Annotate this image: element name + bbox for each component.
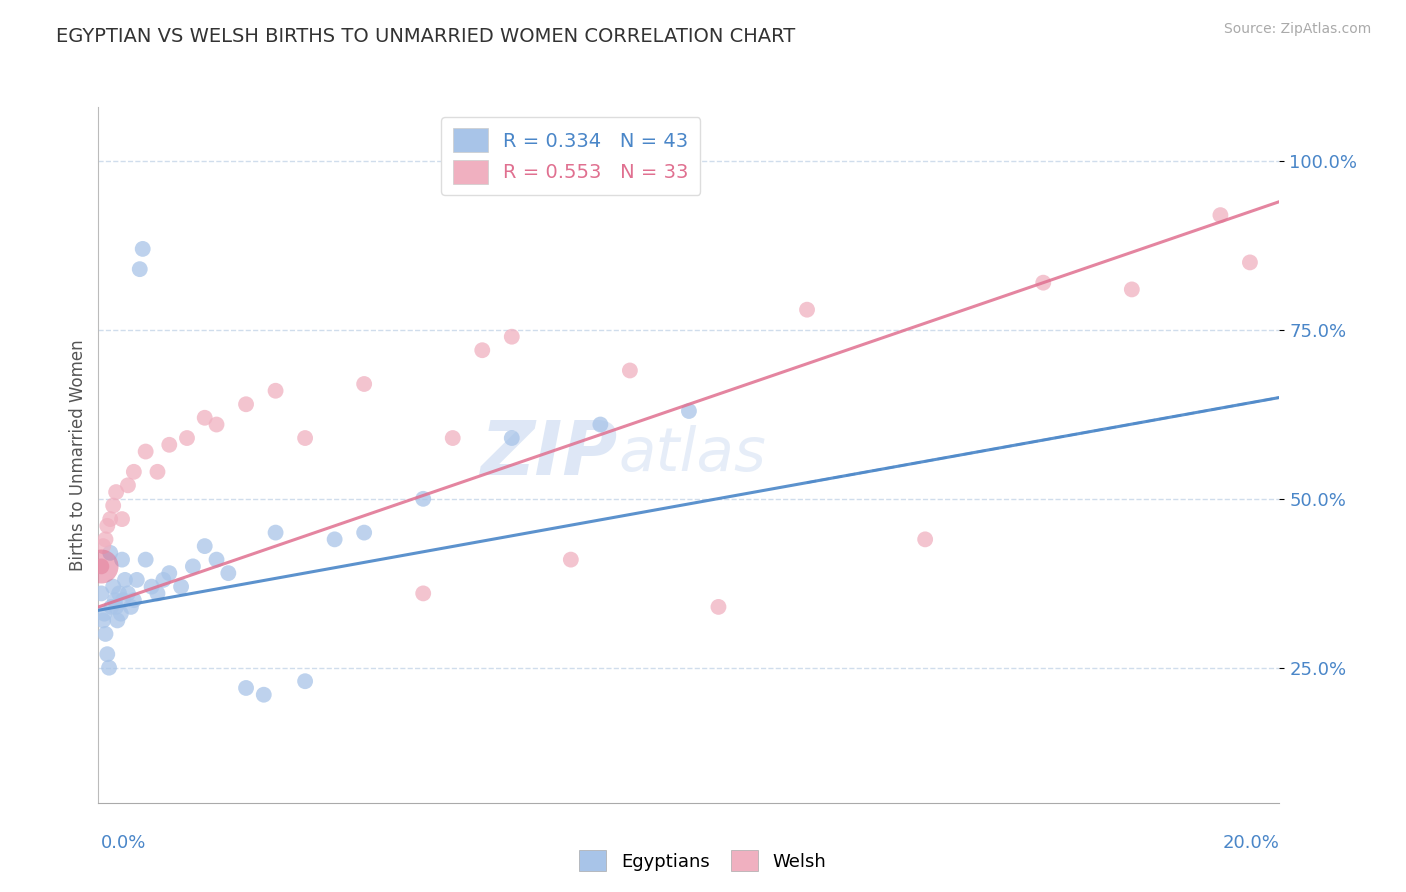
Point <box>235 397 257 411</box>
Point <box>103 499 125 513</box>
Point <box>157 438 180 452</box>
Text: 20.0%: 20.0% <box>1223 834 1279 852</box>
Point <box>111 512 134 526</box>
Point <box>94 533 117 547</box>
Point <box>323 533 346 547</box>
Point <box>141 580 163 594</box>
Point <box>117 478 139 492</box>
Point <box>120 599 142 614</box>
Legend: Egyptians, Welsh: Egyptians, Welsh <box>572 843 834 879</box>
Point <box>125 573 148 587</box>
Point <box>1239 255 1261 269</box>
Point <box>105 599 128 614</box>
Point <box>678 404 700 418</box>
Point <box>111 552 134 566</box>
Point <box>91 539 114 553</box>
Point <box>128 262 150 277</box>
Point <box>105 485 128 500</box>
Point <box>122 593 145 607</box>
Point <box>560 552 582 566</box>
Point <box>100 599 122 614</box>
Point <box>157 566 180 581</box>
Point <box>501 431 523 445</box>
Point <box>176 431 198 445</box>
Point <box>707 599 730 614</box>
Point <box>914 533 936 547</box>
Point <box>98 661 121 675</box>
Point <box>90 586 112 600</box>
Point <box>132 242 155 256</box>
Point <box>122 465 145 479</box>
Point <box>235 681 257 695</box>
Point <box>135 552 157 566</box>
Text: EGYPTIAN VS WELSH BIRTHS TO UNMARRIED WOMEN CORRELATION CHART: EGYPTIAN VS WELSH BIRTHS TO UNMARRIED WO… <box>56 27 796 45</box>
Point <box>108 586 131 600</box>
Point <box>94 627 117 641</box>
Point <box>90 559 112 574</box>
Point <box>353 525 375 540</box>
Legend: R = 0.334   N = 43, R = 0.553   N = 33: R = 0.334 N = 43, R = 0.553 N = 33 <box>441 117 700 195</box>
Point <box>105 614 128 628</box>
Point <box>796 302 818 317</box>
Point <box>353 376 375 391</box>
Point <box>217 566 239 581</box>
Point <box>501 329 523 343</box>
Point <box>253 688 276 702</box>
Point <box>294 431 316 445</box>
Text: Source: ZipAtlas.com: Source: ZipAtlas.com <box>1223 22 1371 37</box>
Point <box>294 674 316 689</box>
Point <box>194 410 217 425</box>
Point <box>264 525 287 540</box>
Y-axis label: Births to Unmarried Women: Births to Unmarried Women <box>69 339 87 571</box>
Text: 0.0%: 0.0% <box>101 834 146 852</box>
Point <box>98 546 121 560</box>
Point <box>471 343 494 358</box>
Point <box>194 539 217 553</box>
Point <box>1209 208 1232 222</box>
Point <box>135 444 157 458</box>
Point <box>441 431 464 445</box>
Point <box>181 559 204 574</box>
Point <box>205 417 228 432</box>
Point <box>1121 282 1143 296</box>
Point <box>152 573 174 587</box>
Point <box>98 512 121 526</box>
Point <box>112 593 135 607</box>
Point <box>90 559 112 574</box>
Point <box>1032 276 1054 290</box>
Point <box>96 647 118 661</box>
Point <box>619 363 641 377</box>
Point <box>103 580 125 594</box>
Point <box>117 586 139 600</box>
Point <box>114 573 136 587</box>
Point <box>205 552 228 566</box>
Text: atlas: atlas <box>619 425 766 484</box>
Point <box>96 519 118 533</box>
Point <box>93 607 115 621</box>
Point <box>146 586 169 600</box>
Point <box>104 593 127 607</box>
Point <box>412 491 434 506</box>
Point <box>264 384 287 398</box>
Point <box>91 614 114 628</box>
Point <box>170 580 193 594</box>
Point <box>412 586 434 600</box>
Point <box>146 465 169 479</box>
Point <box>110 607 132 621</box>
Text: ZIP: ZIP <box>481 418 619 491</box>
Point <box>589 417 612 432</box>
